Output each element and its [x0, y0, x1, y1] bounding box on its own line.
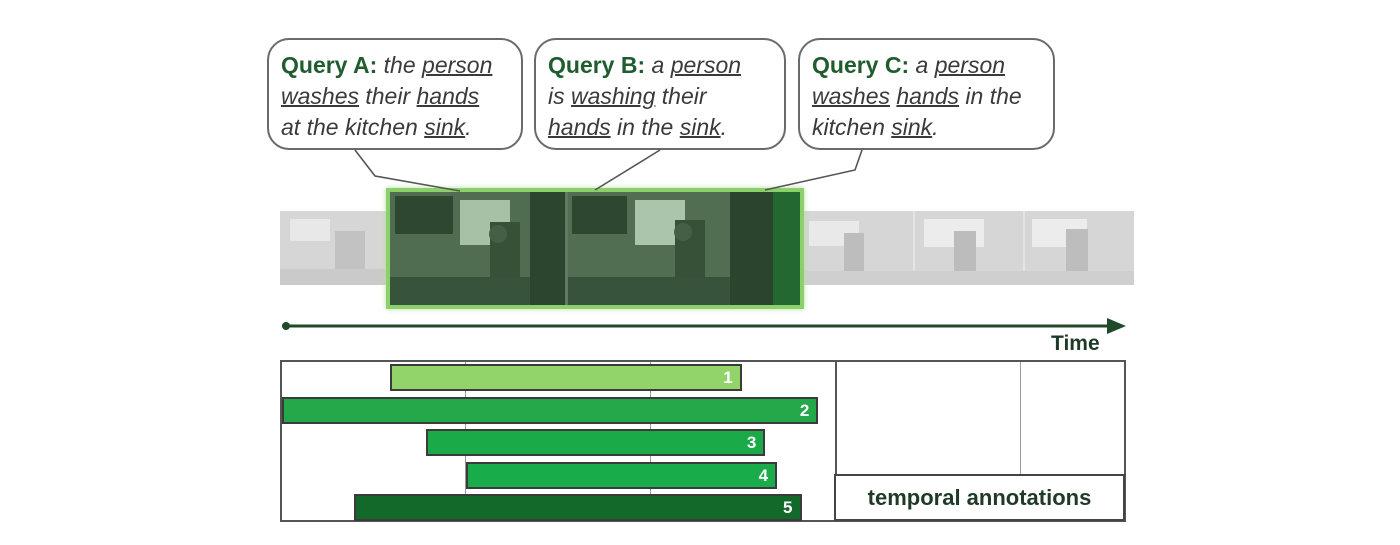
query-label: Query B: [548, 52, 646, 78]
query-word: their [655, 83, 707, 109]
query-label: Query C: [812, 52, 910, 78]
grid-line [835, 362, 837, 520]
keyword: sink [891, 114, 933, 140]
query-line: is washing their [548, 81, 774, 112]
query-word: a [645, 52, 671, 78]
annotation-bar-5: 5 [353, 494, 802, 521]
kitchen-frames [390, 192, 800, 305]
annotations-legend: temporal annotations [834, 474, 1125, 521]
time-axis-label: Time [1051, 332, 1100, 355]
query-line: Query C: a person [812, 50, 1043, 81]
keyword: sink [424, 114, 466, 140]
annotation-bar-label: 2 [799, 400, 810, 420]
query-word: . [465, 114, 472, 140]
annotation-bar-1: 1 [389, 364, 742, 391]
query-bubble-c: Query C: a person washes hands in the kitc… [798, 38, 1055, 150]
connector-a [354, 149, 461, 192]
keyword: person [422, 52, 493, 78]
keyword: sink [679, 114, 721, 140]
query-text: Query B: a person is washing their hands i… [548, 50, 774, 143]
keyword: hands [896, 83, 960, 109]
keyword: person [670, 52, 742, 78]
query-word: in the [959, 83, 1022, 109]
annotation-bar-2: 2 [282, 396, 819, 424]
video-strip-right [804, 211, 1134, 285]
grid-line [1020, 362, 1021, 520]
query-word: is [548, 83, 571, 109]
keyword: washes [812, 83, 890, 109]
annotation-bar-label: 1 [723, 368, 733, 387]
connector-b [594, 149, 661, 191]
query-word: . [720, 114, 728, 140]
keyword: hands [416, 83, 480, 109]
query-text: Query C: a person washes hands in the kitc… [812, 50, 1043, 143]
faded-frame [280, 211, 388, 285]
query-line: kitchen sink. [812, 112, 1043, 143]
keyword: hands [548, 114, 611, 140]
query-line: Query B: a person [548, 50, 774, 81]
annotation-bar-label: 3 [746, 433, 757, 452]
query-word: at the kitchen [281, 114, 425, 140]
keyword: washing [571, 83, 656, 109]
highlighted-video-segment [386, 188, 804, 309]
annotation-bar-label: 4 [758, 465, 769, 485]
query-word: a [909, 52, 935, 78]
query-line: Query A: the person [281, 50, 511, 81]
query-word: in the [610, 114, 680, 140]
query-word: their [358, 83, 417, 109]
query-line: at the kitchen sink. [281, 112, 511, 143]
annotation-bar-3: 3 [425, 429, 766, 456]
connector-c [764, 149, 863, 191]
video-strip-left [280, 211, 388, 285]
query-word: the [377, 52, 423, 78]
query-bubble-b: Query B: a person is washing their hands i… [534, 38, 786, 150]
query-line: washes hands in the [812, 81, 1043, 112]
query-bubble-a: Query A: the person washes their hands at … [267, 38, 523, 150]
query-label: Query A: [281, 52, 378, 78]
query-word: kitchen [812, 114, 892, 140]
keyword: person [934, 52, 1006, 78]
keyword: washes [281, 83, 359, 109]
time-arrow [282, 318, 1126, 334]
annotation-bar-4: 4 [466, 461, 778, 489]
query-line: washes their hands [281, 81, 511, 112]
faded-frames [804, 211, 1134, 285]
query-text: Query A: the person washes their hands at … [281, 50, 511, 143]
query-line: hands in the sink. [548, 112, 774, 143]
annotation-bar-label: 5 [783, 498, 793, 517]
query-word: . [932, 114, 939, 140]
